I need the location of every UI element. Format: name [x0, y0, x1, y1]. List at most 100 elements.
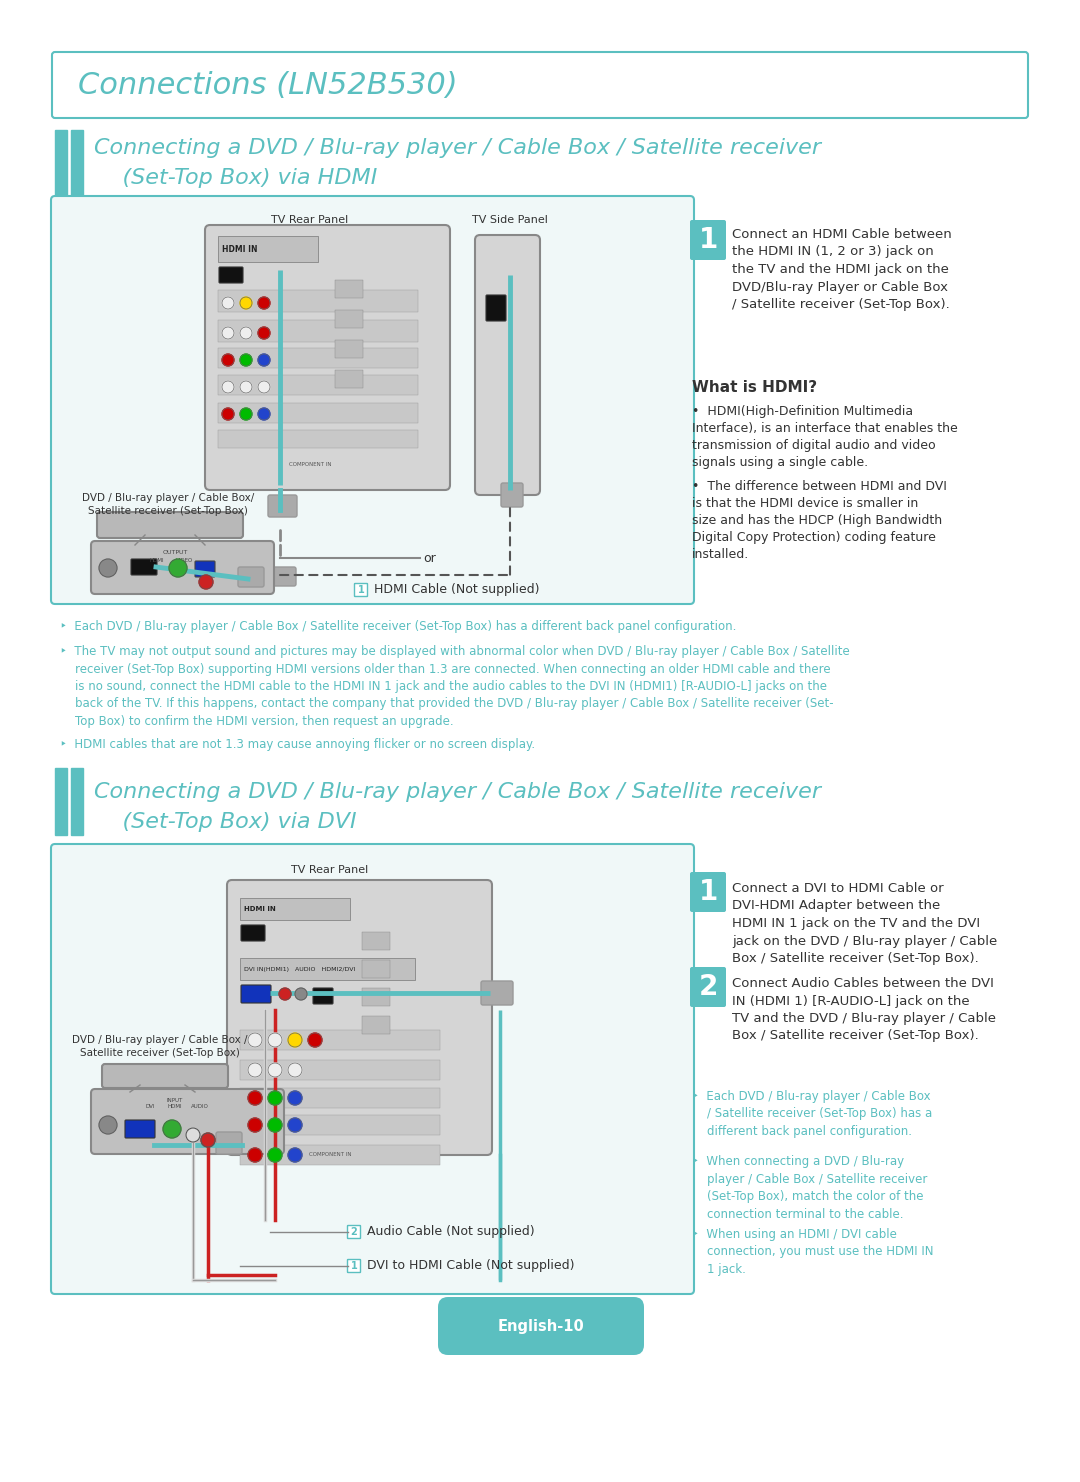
FancyBboxPatch shape	[690, 219, 726, 259]
FancyBboxPatch shape	[91, 1089, 284, 1154]
Circle shape	[248, 1063, 262, 1077]
Circle shape	[258, 408, 270, 419]
Circle shape	[240, 381, 252, 393]
Bar	[335, 370, 363, 388]
Circle shape	[248, 1033, 262, 1046]
Text: TV Rear Panel: TV Rear Panel	[271, 215, 349, 225]
Text: Audio Cable (Not supplied): Audio Cable (Not supplied)	[367, 1226, 535, 1239]
FancyBboxPatch shape	[131, 559, 157, 575]
Text: COMPONENT IN: COMPONENT IN	[309, 1153, 351, 1157]
Bar	[240, 1088, 440, 1109]
FancyBboxPatch shape	[97, 511, 243, 538]
Bar	[335, 339, 363, 359]
Text: OUTPUT: OUTPUT	[162, 550, 188, 556]
Circle shape	[222, 328, 234, 339]
Circle shape	[268, 1091, 282, 1106]
Text: TV Rear Panel: TV Rear Panel	[292, 865, 368, 874]
Text: Connect an HDMI Cable between
the HDMI IN (1, 2 or 3) jack on
the TV and the HDM: Connect an HDMI Cable between the HDMI I…	[732, 228, 951, 311]
Bar	[218, 290, 418, 313]
Text: Connections (LN52B530): Connections (LN52B530)	[78, 71, 458, 99]
Circle shape	[268, 1063, 282, 1077]
Text: 1: 1	[357, 585, 364, 594]
Bar	[218, 348, 418, 368]
Circle shape	[240, 296, 252, 310]
Circle shape	[268, 1033, 282, 1046]
Text: ‣  Each DVD / Blu-ray player / Cable Box
    / Satellite receiver (Set-Top Box) : ‣ Each DVD / Blu-ray player / Cable Box …	[692, 1089, 932, 1138]
FancyBboxPatch shape	[270, 568, 296, 585]
Text: (Set-Top Box) via DVI: (Set-Top Box) via DVI	[94, 812, 356, 831]
Text: 1: 1	[351, 1261, 357, 1272]
Bar	[362, 960, 390, 978]
Text: (Set-Top Box) via HDMI: (Set-Top Box) via HDMI	[94, 167, 377, 188]
Circle shape	[258, 296, 270, 310]
Bar	[335, 310, 363, 328]
FancyBboxPatch shape	[690, 871, 726, 911]
Bar	[71, 768, 83, 834]
FancyBboxPatch shape	[195, 562, 215, 576]
Text: 2: 2	[699, 974, 718, 1000]
Circle shape	[288, 1149, 302, 1162]
Circle shape	[168, 559, 187, 576]
FancyBboxPatch shape	[348, 1260, 361, 1273]
Text: Connecting a DVD / Blu-ray player / Cable Box / Satellite receiver: Connecting a DVD / Blu-ray player / Cabl…	[94, 138, 821, 159]
Circle shape	[248, 1149, 262, 1162]
Circle shape	[186, 1128, 200, 1143]
Bar	[55, 130, 67, 196]
Circle shape	[99, 1116, 117, 1134]
FancyBboxPatch shape	[241, 925, 265, 941]
FancyBboxPatch shape	[51, 196, 694, 605]
Circle shape	[279, 988, 291, 1000]
Circle shape	[288, 1033, 302, 1046]
FancyBboxPatch shape	[438, 1297, 644, 1355]
Circle shape	[222, 354, 234, 366]
Circle shape	[199, 575, 213, 588]
Text: Connect Audio Cables between the DVI
IN (HDMI 1) [R-AUDIO-L] jack on the
TV and : Connect Audio Cables between the DVI IN …	[732, 977, 996, 1042]
Circle shape	[258, 381, 270, 393]
Text: Satellite receiver (Set-Top Box): Satellite receiver (Set-Top Box)	[80, 1048, 240, 1058]
Text: 2: 2	[351, 1227, 357, 1237]
Text: DVI IN(HDMI1)   AUDIO   HDMI2/DVI: DVI IN(HDMI1) AUDIO HDMI2/DVI	[244, 966, 355, 972]
Bar	[240, 1146, 440, 1165]
Text: Connect a DVI to HDMI Cable or
DVI-HDMI Adapter between the
HDMI IN 1 jack on th: Connect a DVI to HDMI Cable or DVI-HDMI …	[732, 882, 997, 965]
FancyBboxPatch shape	[313, 988, 333, 1003]
FancyBboxPatch shape	[481, 981, 513, 1005]
FancyBboxPatch shape	[125, 1120, 156, 1138]
Bar	[240, 1060, 440, 1080]
Circle shape	[288, 1091, 302, 1106]
Bar	[218, 403, 418, 422]
Bar	[218, 236, 318, 262]
Text: ‣  When connecting a DVD / Blu-ray
    player / Cable Box / Satellite receiver
 : ‣ When connecting a DVD / Blu-ray player…	[692, 1154, 928, 1221]
Text: ‣  HDMI cables that are not 1.3 may cause annoying flicker or no screen display.: ‣ HDMI cables that are not 1.3 may cause…	[60, 738, 535, 751]
Text: AUDIO: AUDIO	[191, 1104, 208, 1109]
Circle shape	[288, 1063, 302, 1077]
FancyBboxPatch shape	[690, 966, 726, 1006]
Circle shape	[163, 1120, 181, 1138]
Bar	[240, 957, 415, 980]
Bar	[218, 430, 418, 448]
Circle shape	[308, 1033, 322, 1046]
Text: DVI: DVI	[145, 1104, 154, 1109]
Bar	[240, 898, 350, 920]
FancyBboxPatch shape	[348, 1226, 361, 1239]
Text: INPUT: INPUT	[167, 1098, 184, 1103]
Circle shape	[268, 1149, 282, 1162]
FancyBboxPatch shape	[51, 845, 694, 1294]
Text: HDMI: HDMI	[150, 557, 164, 563]
Text: Connecting a DVD / Blu-ray player / Cable Box / Satellite receiver: Connecting a DVD / Blu-ray player / Cabl…	[94, 782, 821, 802]
FancyBboxPatch shape	[216, 1132, 242, 1154]
Text: English-10: English-10	[498, 1319, 584, 1334]
Text: 1: 1	[699, 225, 717, 253]
Text: 1: 1	[699, 877, 717, 906]
FancyBboxPatch shape	[52, 52, 1028, 119]
Bar	[362, 1017, 390, 1034]
FancyBboxPatch shape	[102, 1064, 228, 1088]
Circle shape	[222, 296, 234, 310]
Circle shape	[240, 354, 252, 366]
FancyBboxPatch shape	[354, 584, 367, 596]
Text: What is HDMI?: What is HDMI?	[692, 379, 818, 396]
Circle shape	[240, 408, 252, 419]
FancyBboxPatch shape	[219, 267, 243, 283]
Bar	[55, 768, 67, 834]
Text: VIDEO: VIDEO	[176, 557, 193, 563]
Text: DVD / Blu-ray player / Cable Box/: DVD / Blu-ray player / Cable Box/	[82, 494, 254, 502]
